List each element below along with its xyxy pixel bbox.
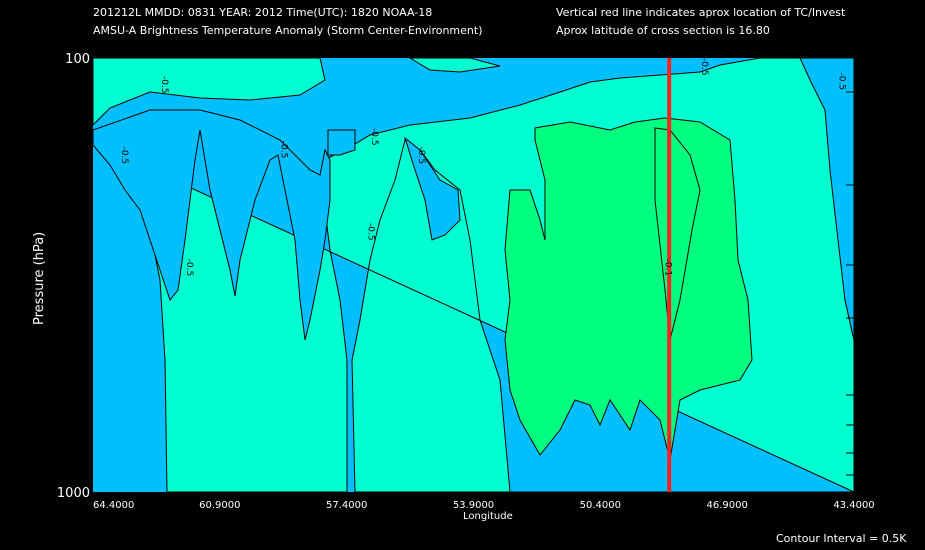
contour-label: -0.5 (119, 147, 129, 165)
x-tick-label: 43.4000 (833, 500, 874, 511)
contour-label: -0.5 (278, 141, 288, 159)
header-line2-right: Aprox latitude of cross section is 16.80 (556, 24, 770, 37)
contour-label: -0.5 (837, 73, 847, 91)
x-tick-label: 50.4000 (580, 500, 621, 511)
contour-label: -0.5 (369, 128, 379, 146)
contour-line-inner (654, 127, 701, 341)
contour-labels: -0.5 -0.5 -0.5 -0.5 -0.5 -0.5 -0.5 -0.5 -0.5 -0.1 (119, 58, 847, 276)
x-axis-label: Longitude (463, 511, 513, 522)
contour-fill-neg1-spike3 (404, 136, 461, 241)
contour-label: -0.5 (184, 259, 194, 277)
x-tick-label: 53.9000 (453, 500, 494, 511)
y-tick-label: 100 (65, 52, 90, 67)
right-axis-ticks (846, 91, 854, 476)
contour-interval-label: Contour Interval = 0.5K (776, 532, 907, 545)
x-tick-label: 46.9000 (706, 500, 747, 511)
contour-label: -0.5 (699, 58, 709, 76)
header-line1-left: 201212L MMDD: 0831 YEAR: 2012 Time(UTC):… (93, 6, 433, 19)
x-tick-label: 64.4000 (93, 500, 134, 511)
contour-fill-neg0_5-upper (92, 57, 326, 127)
y-axis-label: Pressure (hPa) (32, 232, 47, 325)
x-tick-label: 60.9000 (199, 500, 240, 511)
header-line2-left: AMSU-A Brightness Temperature Anomaly (S… (93, 24, 483, 37)
contour-label: -0.5 (159, 76, 169, 94)
x-tick-label: 57.4000 (326, 500, 367, 511)
contour-fill-neg0_5-top-mid (408, 57, 501, 73)
contour-label: -0.1 (663, 259, 673, 277)
contour-fill-neg1-spike1 (92, 109, 331, 341)
contour-label: -0.5 (365, 223, 375, 241)
contour-label: -0.5 (416, 147, 426, 165)
y-axis-ticks: 100 1000 (57, 52, 90, 501)
contour-fill-neg1-right (799, 57, 855, 341)
x-axis-ticks: 64.4000 60.9000 57.4000 53.9000 50.4000 46.90… (93, 500, 875, 511)
y-tick-label: 1000 (57, 486, 90, 501)
contour-fill-neg1-spike2 (327, 129, 356, 156)
header-line1-right: Vertical red line indicates aprox locati… (556, 6, 846, 19)
